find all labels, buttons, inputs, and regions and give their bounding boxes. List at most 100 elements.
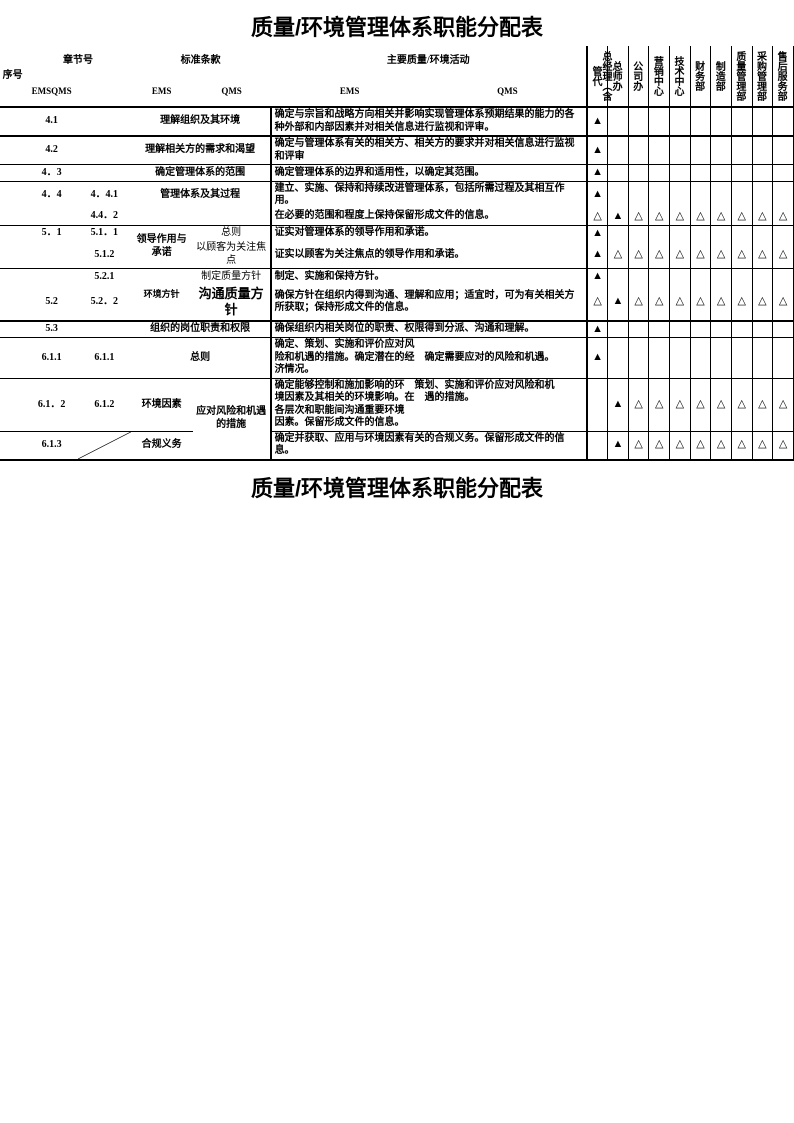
mark-cell <box>731 269 752 285</box>
mark-cell <box>690 107 711 136</box>
std-ems: 环境因素 <box>131 378 193 431</box>
mark-cell <box>628 338 649 379</box>
mark-cell: △ <box>670 285 691 321</box>
clause-emsqms: 4．3 <box>25 165 78 182</box>
hdr-std: 标准条款 <box>131 46 271 77</box>
clause-sub <box>78 165 131 182</box>
mark-cell <box>773 136 794 165</box>
table-row: 5．15.1．1领导作用与承诺总则证实对管理体系的领导作用和承诺。▲ <box>0 225 794 241</box>
clause-sub: 5.1.2 <box>78 241 131 269</box>
mark-cell: ▲ <box>587 136 608 165</box>
mark-cell: △ <box>649 241 670 269</box>
mark-cell <box>690 225 711 241</box>
mark-cell: ▲ <box>608 285 629 321</box>
mark-cell <box>670 321 691 338</box>
activity-text: 确保方针在组织内得到沟通、理解和应用；适宜时，可为有关相关方所获取；保持形成文件… <box>271 285 587 321</box>
mark-cell: △ <box>773 285 794 321</box>
activity-text: 确定、策划、实施和评价应对风 险和机遇的措施。确定潜在的经 确定需要应对的风险和… <box>271 338 587 379</box>
mark-cell: ▲ <box>587 269 608 285</box>
mark-cell <box>752 136 773 165</box>
mark-cell <box>731 165 752 182</box>
clause-sub <box>78 321 131 338</box>
mark-cell <box>752 225 773 241</box>
std-ems: 环境方针 <box>131 269 193 321</box>
mark-cell <box>670 107 691 136</box>
mark-cell <box>711 136 732 165</box>
std-ems: 组织的岗位职责和权限 <box>131 321 271 338</box>
mark-cell: △ <box>649 431 670 460</box>
hdr-ems-1: EMS <box>131 77 193 107</box>
mark-cell <box>608 165 629 182</box>
mark-cell <box>670 165 691 182</box>
mark-cell: △ <box>711 285 732 321</box>
std-qms: 应对风险和机遇的措施 <box>193 378 271 460</box>
mark-cell: △ <box>690 285 711 321</box>
hdr-activity: 主要质量/环境活动 <box>271 46 587 77</box>
mark-cell: △ <box>711 431 732 460</box>
page-title-2: 质量/环境管理体系职能分配表 <box>0 461 794 507</box>
mark-cell <box>731 225 752 241</box>
mark-cell <box>690 181 711 209</box>
clause-sub: 5.2．2 <box>78 285 131 321</box>
clause-sub: 4.4．2 <box>78 209 131 225</box>
hdr-dept-3: 营销中心 <box>649 46 670 107</box>
mark-cell <box>773 225 794 241</box>
table-row: 4.2理解相关方的需求和渴望确定与管理体系有关的相关方、相关方的要求并对相关信息… <box>0 136 794 165</box>
mark-cell: △ <box>731 241 752 269</box>
mark-cell <box>670 136 691 165</box>
mark-cell <box>649 165 670 182</box>
mark-cell <box>628 321 649 338</box>
mark-cell <box>711 269 732 285</box>
mark-cell <box>587 431 608 460</box>
mark-cell <box>670 338 691 379</box>
mark-cell: △ <box>731 431 752 460</box>
table-row: 4．44．4.1管理体系及其过程建立、实施、保持和持续改进管理体系，包括所需过程… <box>0 181 794 209</box>
std-qms: 制定质量方针 <box>193 269 271 285</box>
mark-cell: ▲ <box>587 338 608 379</box>
std-ems: 理解相关方的需求和渴望 <box>131 136 271 165</box>
mark-cell <box>649 225 670 241</box>
clause-sub: 5.2.1 <box>78 269 131 285</box>
page-title-1: 质量/环境管理体系职能分配表 <box>0 0 794 46</box>
mark-cell: △ <box>773 431 794 460</box>
hdr-dept-9: 售后服务部 <box>773 46 794 107</box>
hdr-chapter: 章节号 <box>25 46 130 77</box>
mark-cell <box>628 225 649 241</box>
hdr-dept-5: 财务部 <box>690 46 711 107</box>
mark-cell <box>608 225 629 241</box>
activity-text: 确定与管理体系有关的相关方、相关方的要求并对相关信息进行监视和评审 <box>271 136 587 165</box>
mark-cell: △ <box>670 431 691 460</box>
mark-cell: △ <box>711 209 732 225</box>
mark-cell <box>731 136 752 165</box>
mark-cell: △ <box>587 209 608 225</box>
table-row: 4．3确定管理体系的范围确定管理体系的边界和适用性，以确定其范围。▲ <box>0 165 794 182</box>
mark-cell <box>773 338 794 379</box>
mark-cell: △ <box>690 209 711 225</box>
activity-text: 确定与宗旨和战略方向相关并影响实现管理体系预期结果的能力的各种外部和内部因素并对… <box>271 107 587 136</box>
mark-cell <box>608 321 629 338</box>
mark-cell: △ <box>628 209 649 225</box>
mark-cell: △ <box>731 209 752 225</box>
table-row: 4.4．2在必要的范围和程度上保持保留形成文件的信息。△▲△△△△△△△△ <box>0 209 794 225</box>
clause-sub: 5.1．1 <box>78 225 131 241</box>
mark-cell <box>608 269 629 285</box>
activity-text: 建立、实施、保持和持续改进管理体系，包括所需过程及其相互作用。 <box>271 181 587 209</box>
clause-emsqms <box>25 269 78 285</box>
clause-emsqms: 5.3 <box>25 321 78 338</box>
mark-cell <box>628 107 649 136</box>
mark-cell <box>670 269 691 285</box>
mark-cell: ▲ <box>587 225 608 241</box>
mark-cell <box>608 338 629 379</box>
clause-emsqms: 4.1 <box>25 107 78 136</box>
activity-text: 在必要的范围和程度上保持保留形成文件的信息。 <box>271 209 587 225</box>
activity-text: 确定管理体系的边界和适用性，以确定其范围。 <box>271 165 587 182</box>
mark-cell: ▲ <box>608 378 629 431</box>
clause-sub: 4．4.1 <box>78 181 131 209</box>
mark-cell: △ <box>690 241 711 269</box>
hdr-qms-2: QMS <box>429 77 587 107</box>
mark-cell <box>670 225 691 241</box>
mark-cell <box>752 165 773 182</box>
mark-cell: △ <box>773 378 794 431</box>
std-ems: 总则 <box>131 338 271 379</box>
mark-cell: △ <box>752 378 773 431</box>
